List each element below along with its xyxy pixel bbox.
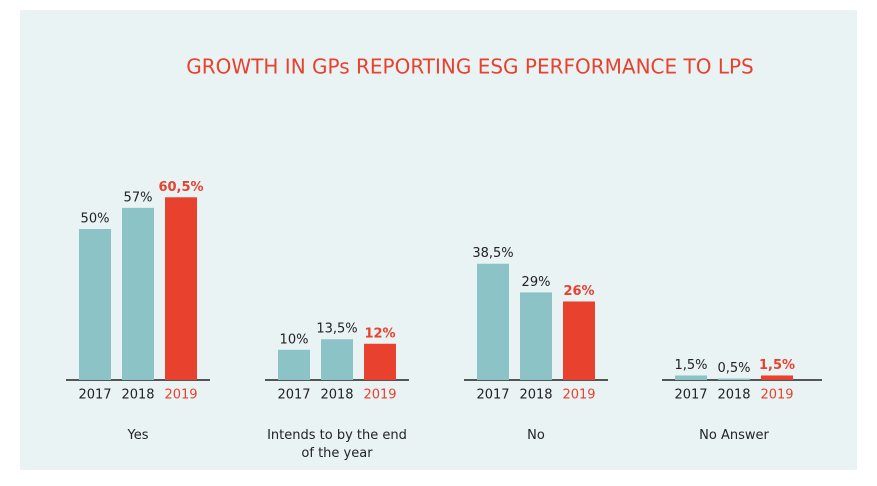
value-label: 38,5% (472, 246, 513, 261)
panel (20, 10, 857, 470)
value-label: 12% (364, 326, 395, 341)
bar (761, 375, 793, 380)
value-label: 1,5% (759, 358, 795, 373)
year-label: 2019 (760, 388, 793, 403)
year-label: 2019 (164, 388, 197, 403)
bar (364, 343, 396, 380)
bar (165, 197, 197, 380)
year-label: 2017 (78, 388, 111, 403)
bar (278, 349, 310, 380)
chart-title: GROWTH IN GPs REPORTING ESG PERFORMANCE … (186, 55, 753, 79)
category-label: Intends to by the end of the year (267, 428, 407, 461)
value-label: 26% (563, 284, 594, 299)
year-label: 2017 (476, 388, 509, 403)
value-label: 60,5% (158, 180, 203, 195)
year-label: 2018 (519, 388, 552, 403)
value-label: 57% (124, 190, 153, 205)
bar (520, 292, 552, 380)
value-label: 13,5% (316, 322, 357, 337)
bar (79, 229, 111, 380)
value-label: 1,5% (674, 358, 707, 373)
value-label: 10% (280, 332, 309, 347)
bar (718, 378, 750, 380)
category-label: No (527, 428, 545, 443)
bar (122, 207, 154, 380)
bar (321, 339, 353, 380)
bar (675, 375, 707, 380)
year-label: 2017 (277, 388, 310, 403)
year-label: 2019 (562, 388, 595, 403)
bar (563, 301, 595, 380)
year-label: 2018 (121, 388, 154, 403)
year-label: 2019 (363, 388, 396, 403)
value-label: 50% (81, 212, 110, 227)
category-label: Yes (127, 428, 149, 443)
category-label: No Answer (699, 428, 769, 443)
value-label: 0,5% (717, 361, 750, 376)
bar (477, 263, 509, 380)
year-label: 2017 (674, 388, 707, 403)
year-label: 2018 (717, 388, 750, 403)
year-label: 2018 (320, 388, 353, 403)
value-label: 29% (522, 275, 551, 290)
